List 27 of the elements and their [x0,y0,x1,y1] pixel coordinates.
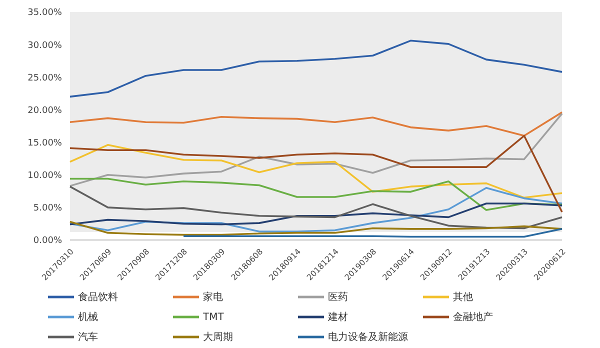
y-tick-label: 20.00% [28,106,62,116]
legend-label: 其他 [453,290,473,304]
line-series [69,111,563,137]
legend-label: 电力设备及新能源 [328,330,408,344]
legend-label: 家电 [203,290,223,304]
legend-label: 汽车 [78,330,98,344]
legend-label: 食品饮料 [78,290,118,304]
line-series [69,134,563,213]
y-tick-label: 0.00% [33,236,62,246]
legend-label: 大周期 [203,330,233,344]
line-series [69,178,563,211]
line-series [69,40,563,98]
legend-label: 机械 [78,310,98,324]
y-tick-label: 35.00% [28,8,62,18]
line-series [69,220,563,236]
y-tick-label: 10.00% [28,171,62,182]
line-series [69,202,563,226]
y-tick-label: 25.00% [28,73,62,84]
line-series [69,144,563,199]
legend-label: 金融地产 [453,310,493,324]
legend-label: 建材 [328,310,348,324]
y-tick-label: 15.00% [28,138,62,148]
y-tick-label: 30.00% [28,40,62,51]
legend-label: TMT [203,312,224,322]
y-tick-label: 5.00% [33,204,62,214]
line-series [69,112,563,187]
legend-label: 医药 [328,290,348,304]
